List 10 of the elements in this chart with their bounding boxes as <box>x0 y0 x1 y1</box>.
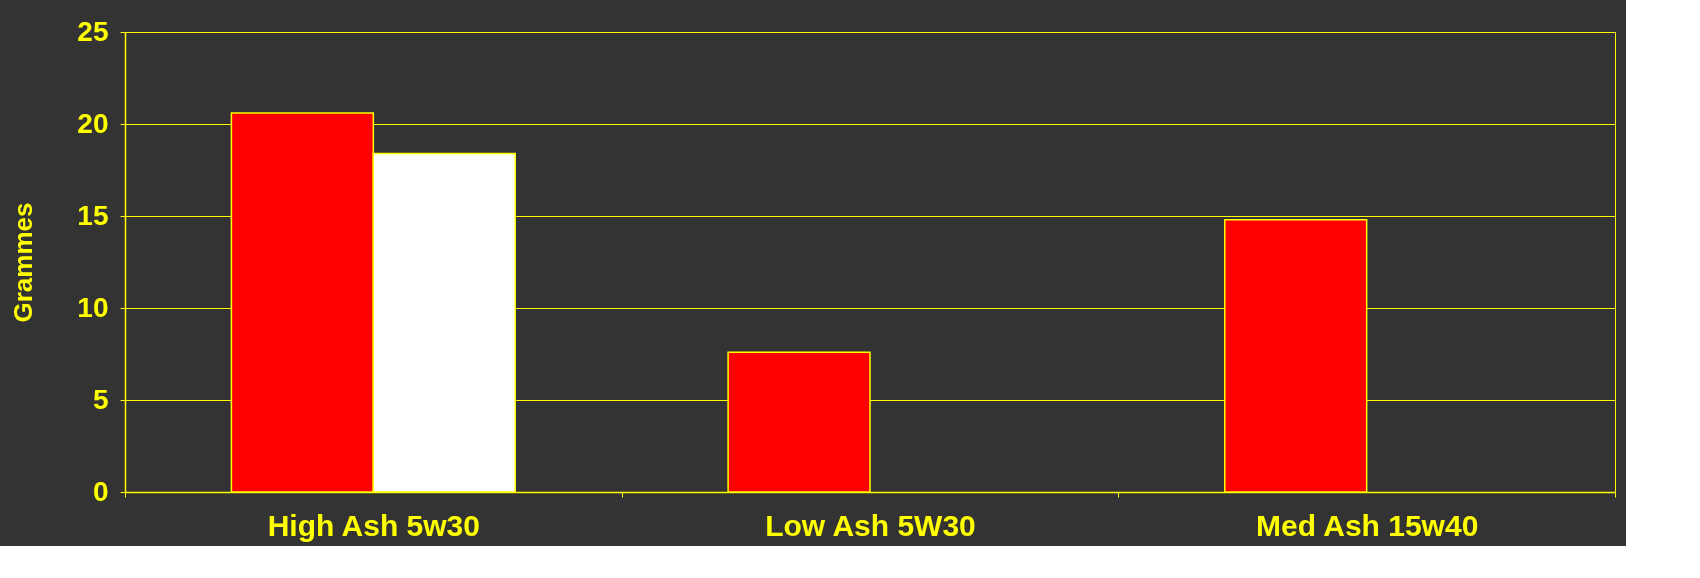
y-tick-label: 15 <box>77 199 109 231</box>
y-tick-label: 25 <box>77 15 109 47</box>
y-tick-label: 5 <box>92 383 109 415</box>
y-axis-title: Grammes <box>8 202 39 323</box>
x-tick-label: Med Ash 15w40 <box>1256 508 1479 542</box>
y-tick-label: 20 <box>77 107 109 139</box>
x-tick-label: High Ash 5w30 <box>267 508 480 542</box>
x-tick-label: Low Ash 5W30 <box>765 508 976 542</box>
y-tick-label: 10 <box>77 291 109 323</box>
y-tick-label: 0 <box>92 475 109 507</box>
